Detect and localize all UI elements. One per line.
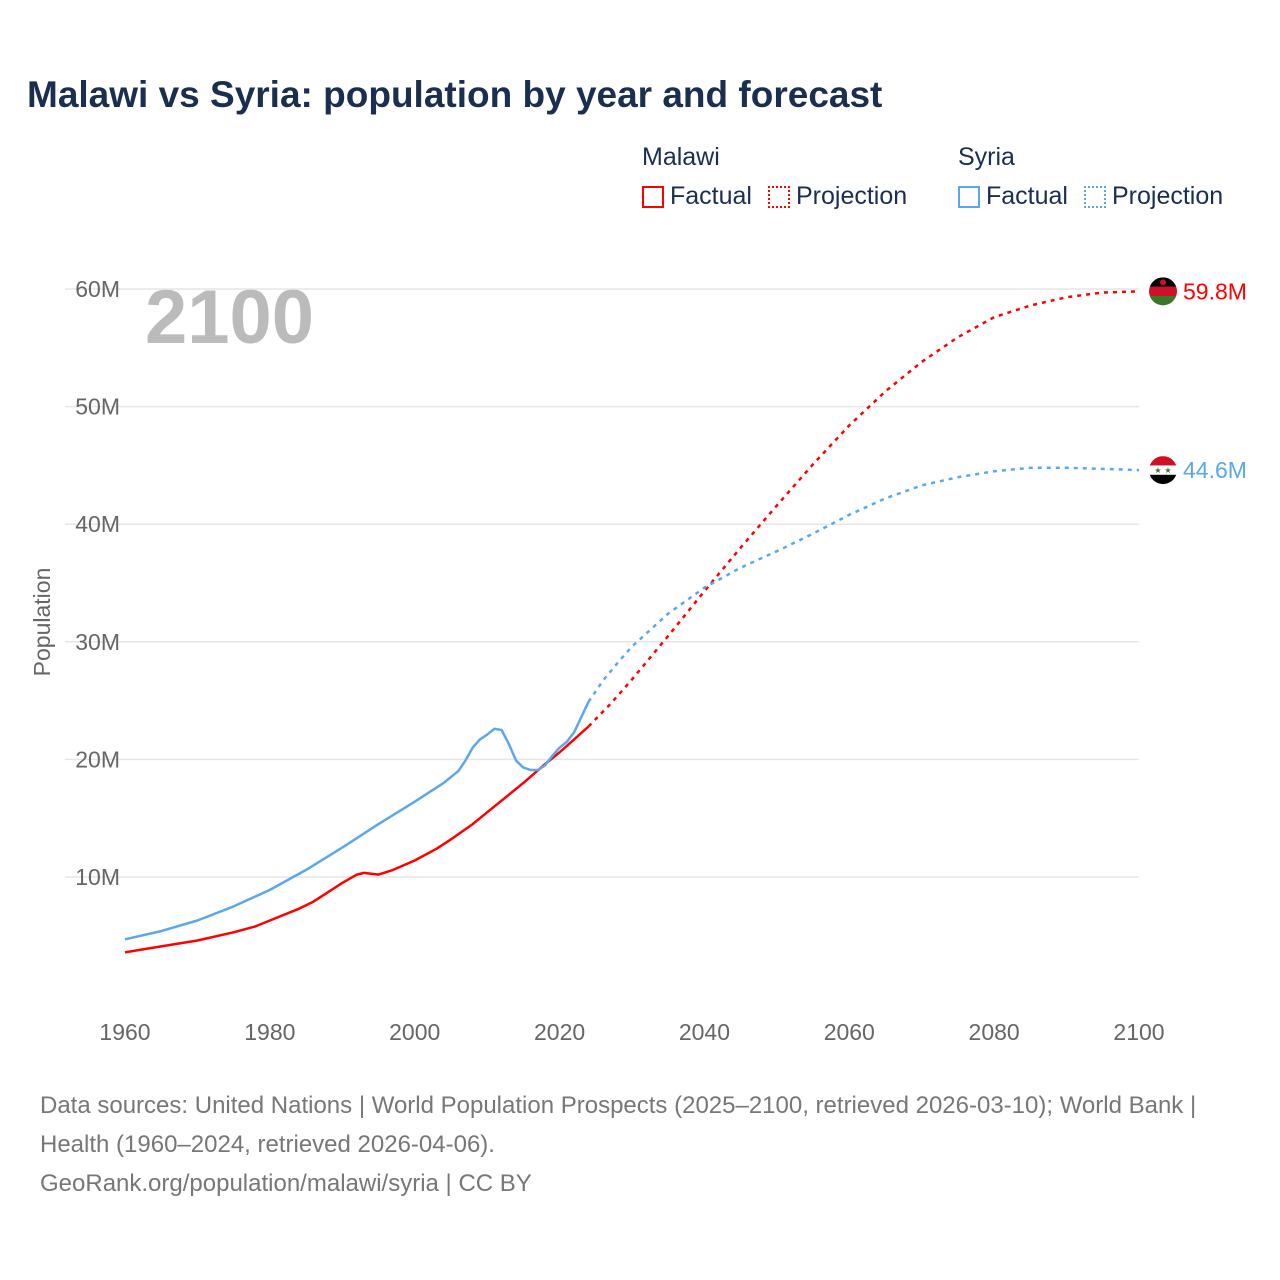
legend-item-syria-projection[interactable]: Projection xyxy=(1083,182,1224,211)
y-tick-label: 20M xyxy=(75,746,120,772)
x-tick-label: 2040 xyxy=(679,1019,730,1045)
data-sources: Data sources: United Nations | World Pop… xyxy=(40,1092,1197,1158)
legend-title: Malawi xyxy=(642,143,720,171)
y-tick-label: 10M xyxy=(75,864,120,890)
malawi-projection-line xyxy=(587,290,1140,728)
syria-projection-line xyxy=(587,466,1140,703)
legend-item-malawi-projection[interactable]: Projection xyxy=(767,182,908,211)
flag-star: ★ xyxy=(1164,466,1171,475)
flag-stripe xyxy=(1149,474,1177,485)
malawi-end-label: 59.8M xyxy=(1183,278,1247,304)
flag-clip: ★ ★ xyxy=(1149,456,1177,485)
legend-label: Projection xyxy=(795,182,908,210)
flag-stripe xyxy=(1149,465,1177,475)
legend-swatch xyxy=(958,185,980,208)
syria-factual-line xyxy=(124,701,590,941)
y-tick-label: 40M xyxy=(75,511,120,537)
x-tick-label: 1960 xyxy=(99,1019,150,1045)
footer: Data sources: United Nations | World Pop… xyxy=(40,1086,1240,1203)
x-tick-label: 2080 xyxy=(969,1019,1020,1045)
year-watermark: 2100 xyxy=(145,275,314,360)
legend-group-syria: Syria Factual Projection xyxy=(958,143,1223,211)
flag-stripe xyxy=(1149,456,1177,466)
legend-item-malawi-factual[interactable]: Factual xyxy=(642,182,752,211)
malawi-flag-icon xyxy=(1149,277,1177,306)
flag-stripe xyxy=(1149,286,1177,297)
flag-clip xyxy=(1149,277,1177,306)
flag-star: ★ xyxy=(1154,466,1161,475)
malawi-factual-line xyxy=(124,725,590,954)
legend-label: Factual xyxy=(986,182,1068,210)
legend-label: Projection xyxy=(1111,182,1224,210)
legend-group-malawi: Malawi Factual Projection xyxy=(642,143,907,211)
x-tick-label: 2060 xyxy=(824,1019,875,1045)
legend-swatch xyxy=(1083,185,1106,208)
y-tick-label: 60M xyxy=(75,276,120,302)
x-tick-label: 2000 xyxy=(389,1019,440,1045)
syria-end-label: 44.6M xyxy=(1183,457,1247,483)
legend-title: Syria xyxy=(958,143,1015,171)
x-tick-label: 1980 xyxy=(244,1019,295,1045)
chart-title: Malawi vs Syria: population by year and … xyxy=(27,74,883,115)
x-tick-label: 2020 xyxy=(534,1019,585,1045)
syria-flag-icon: ★ ★ xyxy=(1149,456,1177,485)
legend-swatch xyxy=(767,185,790,208)
legend-label: Factual xyxy=(670,182,752,210)
legend-swatch xyxy=(642,185,664,208)
y-tick-label: 50M xyxy=(75,394,120,420)
flag-sun xyxy=(1160,279,1166,286)
credit-link[interactable]: GeoRank.org/population/malawi/syria | CC… xyxy=(40,1170,532,1197)
y-axis-label: Population xyxy=(29,568,55,677)
x-tick-label: 2100 xyxy=(1113,1019,1164,1045)
y-tick-label: 30M xyxy=(75,629,120,655)
legend-item-syria-factual[interactable]: Factual xyxy=(958,182,1068,211)
flag-stripe xyxy=(1149,296,1177,306)
